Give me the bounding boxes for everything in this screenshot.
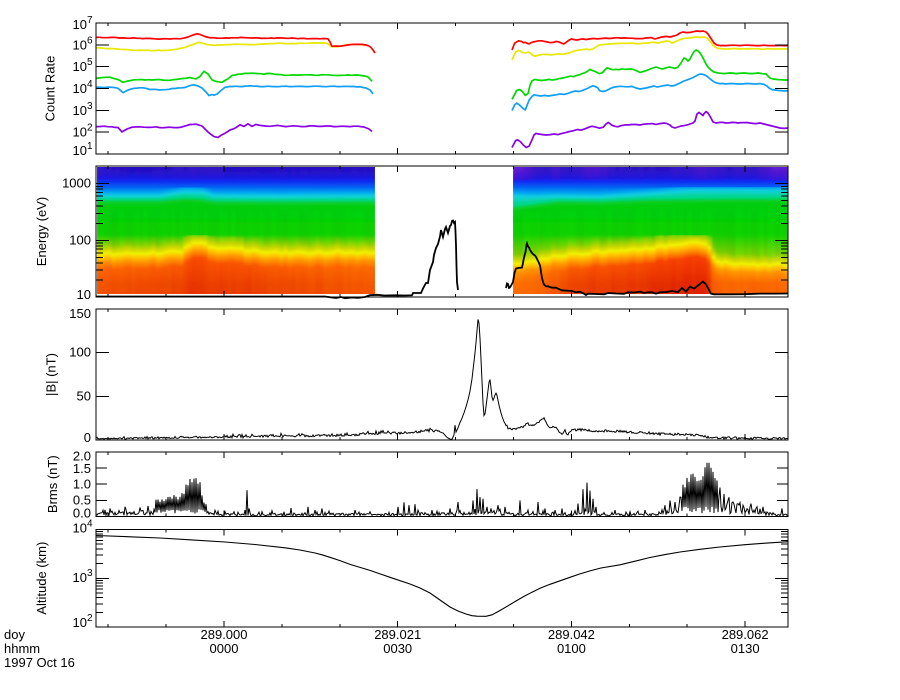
svg-text:1.0: 1.0 [73,476,91,491]
svg-text:Altitude (km): Altitude (km) [34,542,49,615]
svg-text:1997 Oct 16: 1997 Oct 16 [4,655,75,670]
svg-text:0000: 0000 [210,641,239,656]
svg-text:289.062: 289.062 [722,627,769,642]
svg-text:0030: 0030 [383,641,412,656]
svg-text:100: 100 [69,345,91,360]
svg-text:10: 10 [77,287,91,302]
svg-text:hhmm: hhmm [4,641,40,656]
svg-text:doy: doy [4,627,25,642]
svg-text:Count Rate: Count Rate [43,56,58,122]
svg-text:Energy (eV): Energy (eV) [34,197,49,266]
svg-text:0.0: 0.0 [73,506,91,521]
svg-text:150: 150 [69,306,91,321]
svg-text:1000: 1000 [62,176,91,191]
svg-text:Brms (nT): Brms (nT) [45,455,60,513]
svg-text:50: 50 [77,388,91,403]
svg-text:289.042: 289.042 [548,627,595,642]
svg-text:|B| (nT): |B| (nT) [44,353,59,396]
svg-text:289.000: 289.000 [201,627,248,642]
svg-text:0100: 0100 [557,641,586,656]
svg-text:0.5: 0.5 [73,492,91,507]
svg-text:100: 100 [69,232,91,247]
svg-text:0: 0 [84,430,91,445]
svg-text:289.021: 289.021 [374,627,421,642]
svg-text:0130: 0130 [731,641,760,656]
svg-text:1.5: 1.5 [73,461,91,476]
svg-text:2.0: 2.0 [73,449,91,464]
